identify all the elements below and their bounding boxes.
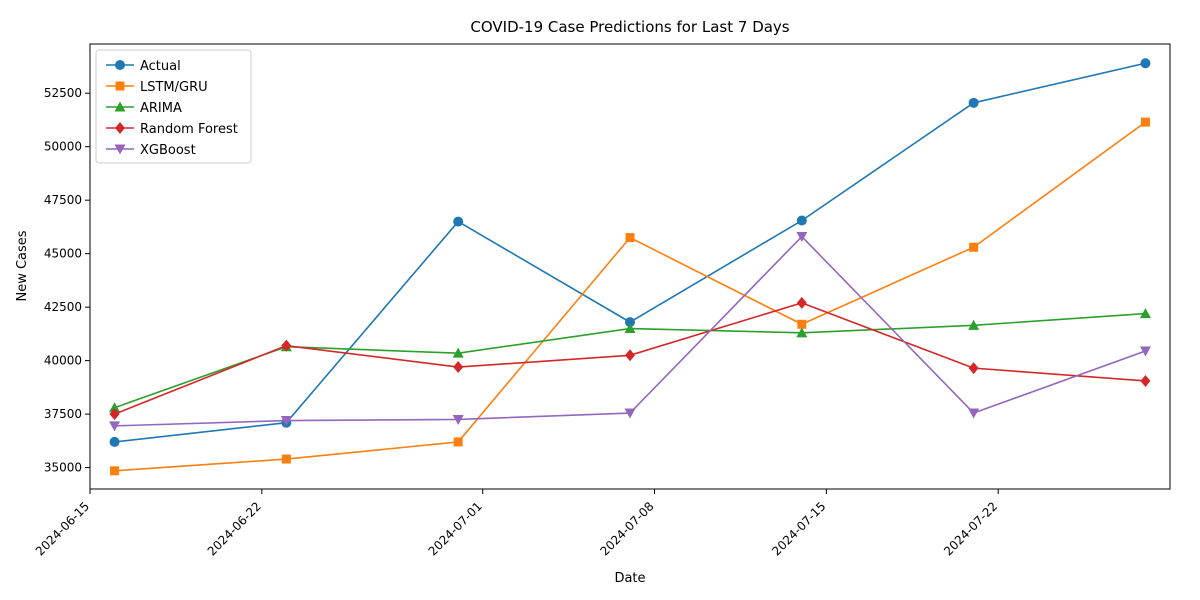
data-point — [453, 361, 464, 374]
data-point — [109, 402, 121, 413]
data-point — [796, 215, 807, 226]
data-point — [1139, 346, 1151, 357]
data-point — [624, 323, 636, 334]
data-point — [968, 319, 980, 330]
legend-marker — [114, 101, 126, 112]
data-point — [796, 327, 808, 338]
legend-entry: LSTM/GRU — [106, 80, 208, 95]
x-tick-label: 2024-06-15 — [33, 499, 92, 558]
x-tick-label: 2024-07-22 — [941, 499, 1000, 558]
data-point — [625, 317, 635, 328]
legend-marker — [115, 81, 125, 91]
y-tick-label: 50000 — [44, 140, 82, 154]
data-point — [1139, 308, 1151, 319]
x-tick-label: 2024-07-01 — [426, 499, 485, 558]
legend-label: XGBoost — [140, 143, 196, 158]
x-axis-label: Date — [614, 571, 645, 586]
data-point — [109, 436, 120, 447]
legend: Actual LSTM/GRU ARIMA Random Forest XGBoost — [95, 49, 252, 164]
data-point — [452, 347, 464, 358]
x-tick-label: 2024-06-22 — [205, 499, 264, 558]
data-point — [110, 466, 120, 476]
data-point — [453, 216, 464, 227]
data-point — [452, 414, 464, 425]
x-tick-label: 2024-07-15 — [769, 499, 828, 558]
data-point — [625, 349, 635, 362]
x-axis: 2024-06-15 2024-06-22 2024-07-01 2024-07-08… — [33, 489, 1000, 558]
data-point — [968, 408, 980, 419]
x-tick-label: 2024-07-08 — [597, 499, 656, 558]
legend-label: LSTM/GRU — [140, 80, 208, 95]
legend-entry: ARIMA — [106, 101, 182, 116]
data-point — [453, 437, 463, 447]
legend-marker — [114, 144, 126, 155]
plot-frame — [89, 43, 1171, 490]
series-lstm-gru — [110, 117, 1150, 476]
legend-marker — [115, 60, 125, 70]
legend-box — [95, 49, 252, 164]
data-point — [281, 339, 292, 352]
legend-label: ARIMA — [140, 101, 182, 116]
data-point — [797, 319, 807, 329]
legend-entry: Random Forest — [106, 122, 238, 137]
data-point — [796, 232, 808, 243]
data-point — [796, 296, 807, 309]
y-tick-label: 47500 — [44, 193, 82, 207]
series-random-forest — [109, 296, 1151, 421]
legend-entry: XGBoost — [106, 143, 196, 158]
data-point — [109, 408, 120, 421]
data-point — [968, 97, 979, 108]
data-point — [624, 408, 636, 419]
y-tick-label: 40000 — [44, 354, 82, 368]
data-point — [969, 242, 979, 252]
y-tick-label: 52500 — [44, 86, 82, 100]
series-xgboost — [109, 232, 1151, 432]
y-tick-label: 35000 — [44, 461, 82, 475]
legend-marker — [115, 122, 125, 134]
legend-entry: Actual — [106, 59, 181, 74]
series-actual — [109, 58, 1151, 447]
y-tick-label: 37500 — [44, 407, 82, 421]
series-line — [114, 62, 1146, 443]
data-point — [1140, 117, 1150, 127]
data-point — [968, 362, 979, 375]
data-point — [281, 454, 291, 464]
data-point — [1140, 374, 1151, 387]
data-point — [109, 421, 121, 432]
chart-title: COVID-19 Case Predictions for Last 7 Day… — [470, 18, 789, 36]
data-point — [1140, 58, 1151, 69]
y-tick-label: 45000 — [44, 247, 82, 261]
y-tick-label: 42500 — [44, 300, 82, 314]
y-axis-label: New Cases — [15, 230, 30, 301]
data-point — [280, 416, 292, 427]
legend-label: Random Forest — [140, 122, 238, 137]
plot-area — [109, 58, 1151, 476]
y-axis: 35000 37500 40000 42500 45000 47500 50000 52500 — [44, 86, 90, 475]
legend-label: Actual — [140, 59, 181, 74]
data-point — [625, 233, 635, 243]
